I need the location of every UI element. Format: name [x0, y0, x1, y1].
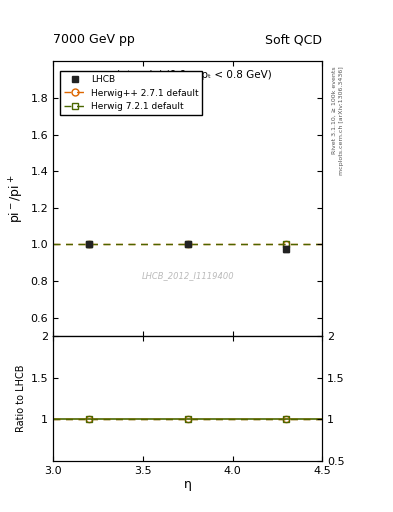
- Text: 7000 GeV pp: 7000 GeV pp: [53, 33, 135, 46]
- Text: LHCB_2012_I1119400: LHCB_2012_I1119400: [141, 271, 234, 280]
- Text: Soft QCD: Soft QCD: [265, 33, 322, 46]
- Legend: LHCB, Herwig++ 2.7.1 default, Herwig 7.2.1 default: LHCB, Herwig++ 2.7.1 default, Herwig 7.2…: [60, 72, 202, 115]
- X-axis label: η: η: [184, 478, 192, 492]
- Y-axis label: $\rm pi^-/pi^+$: $\rm pi^-/pi^+$: [8, 175, 26, 223]
- Text: mcplots.cern.ch [arXiv:1306.3436]: mcplots.cern.ch [arXiv:1306.3436]: [339, 67, 344, 175]
- Y-axis label: Ratio to LHCB: Ratio to LHCB: [17, 365, 26, 432]
- Text: π⁻/π⁺ vs |y| (0.0 < pₜ < 0.8 GeV): π⁻/π⁺ vs |y| (0.0 < pₜ < 0.8 GeV): [104, 70, 272, 80]
- Text: Rivet 3.1.10, ≥ 100k events: Rivet 3.1.10, ≥ 100k events: [332, 67, 337, 154]
